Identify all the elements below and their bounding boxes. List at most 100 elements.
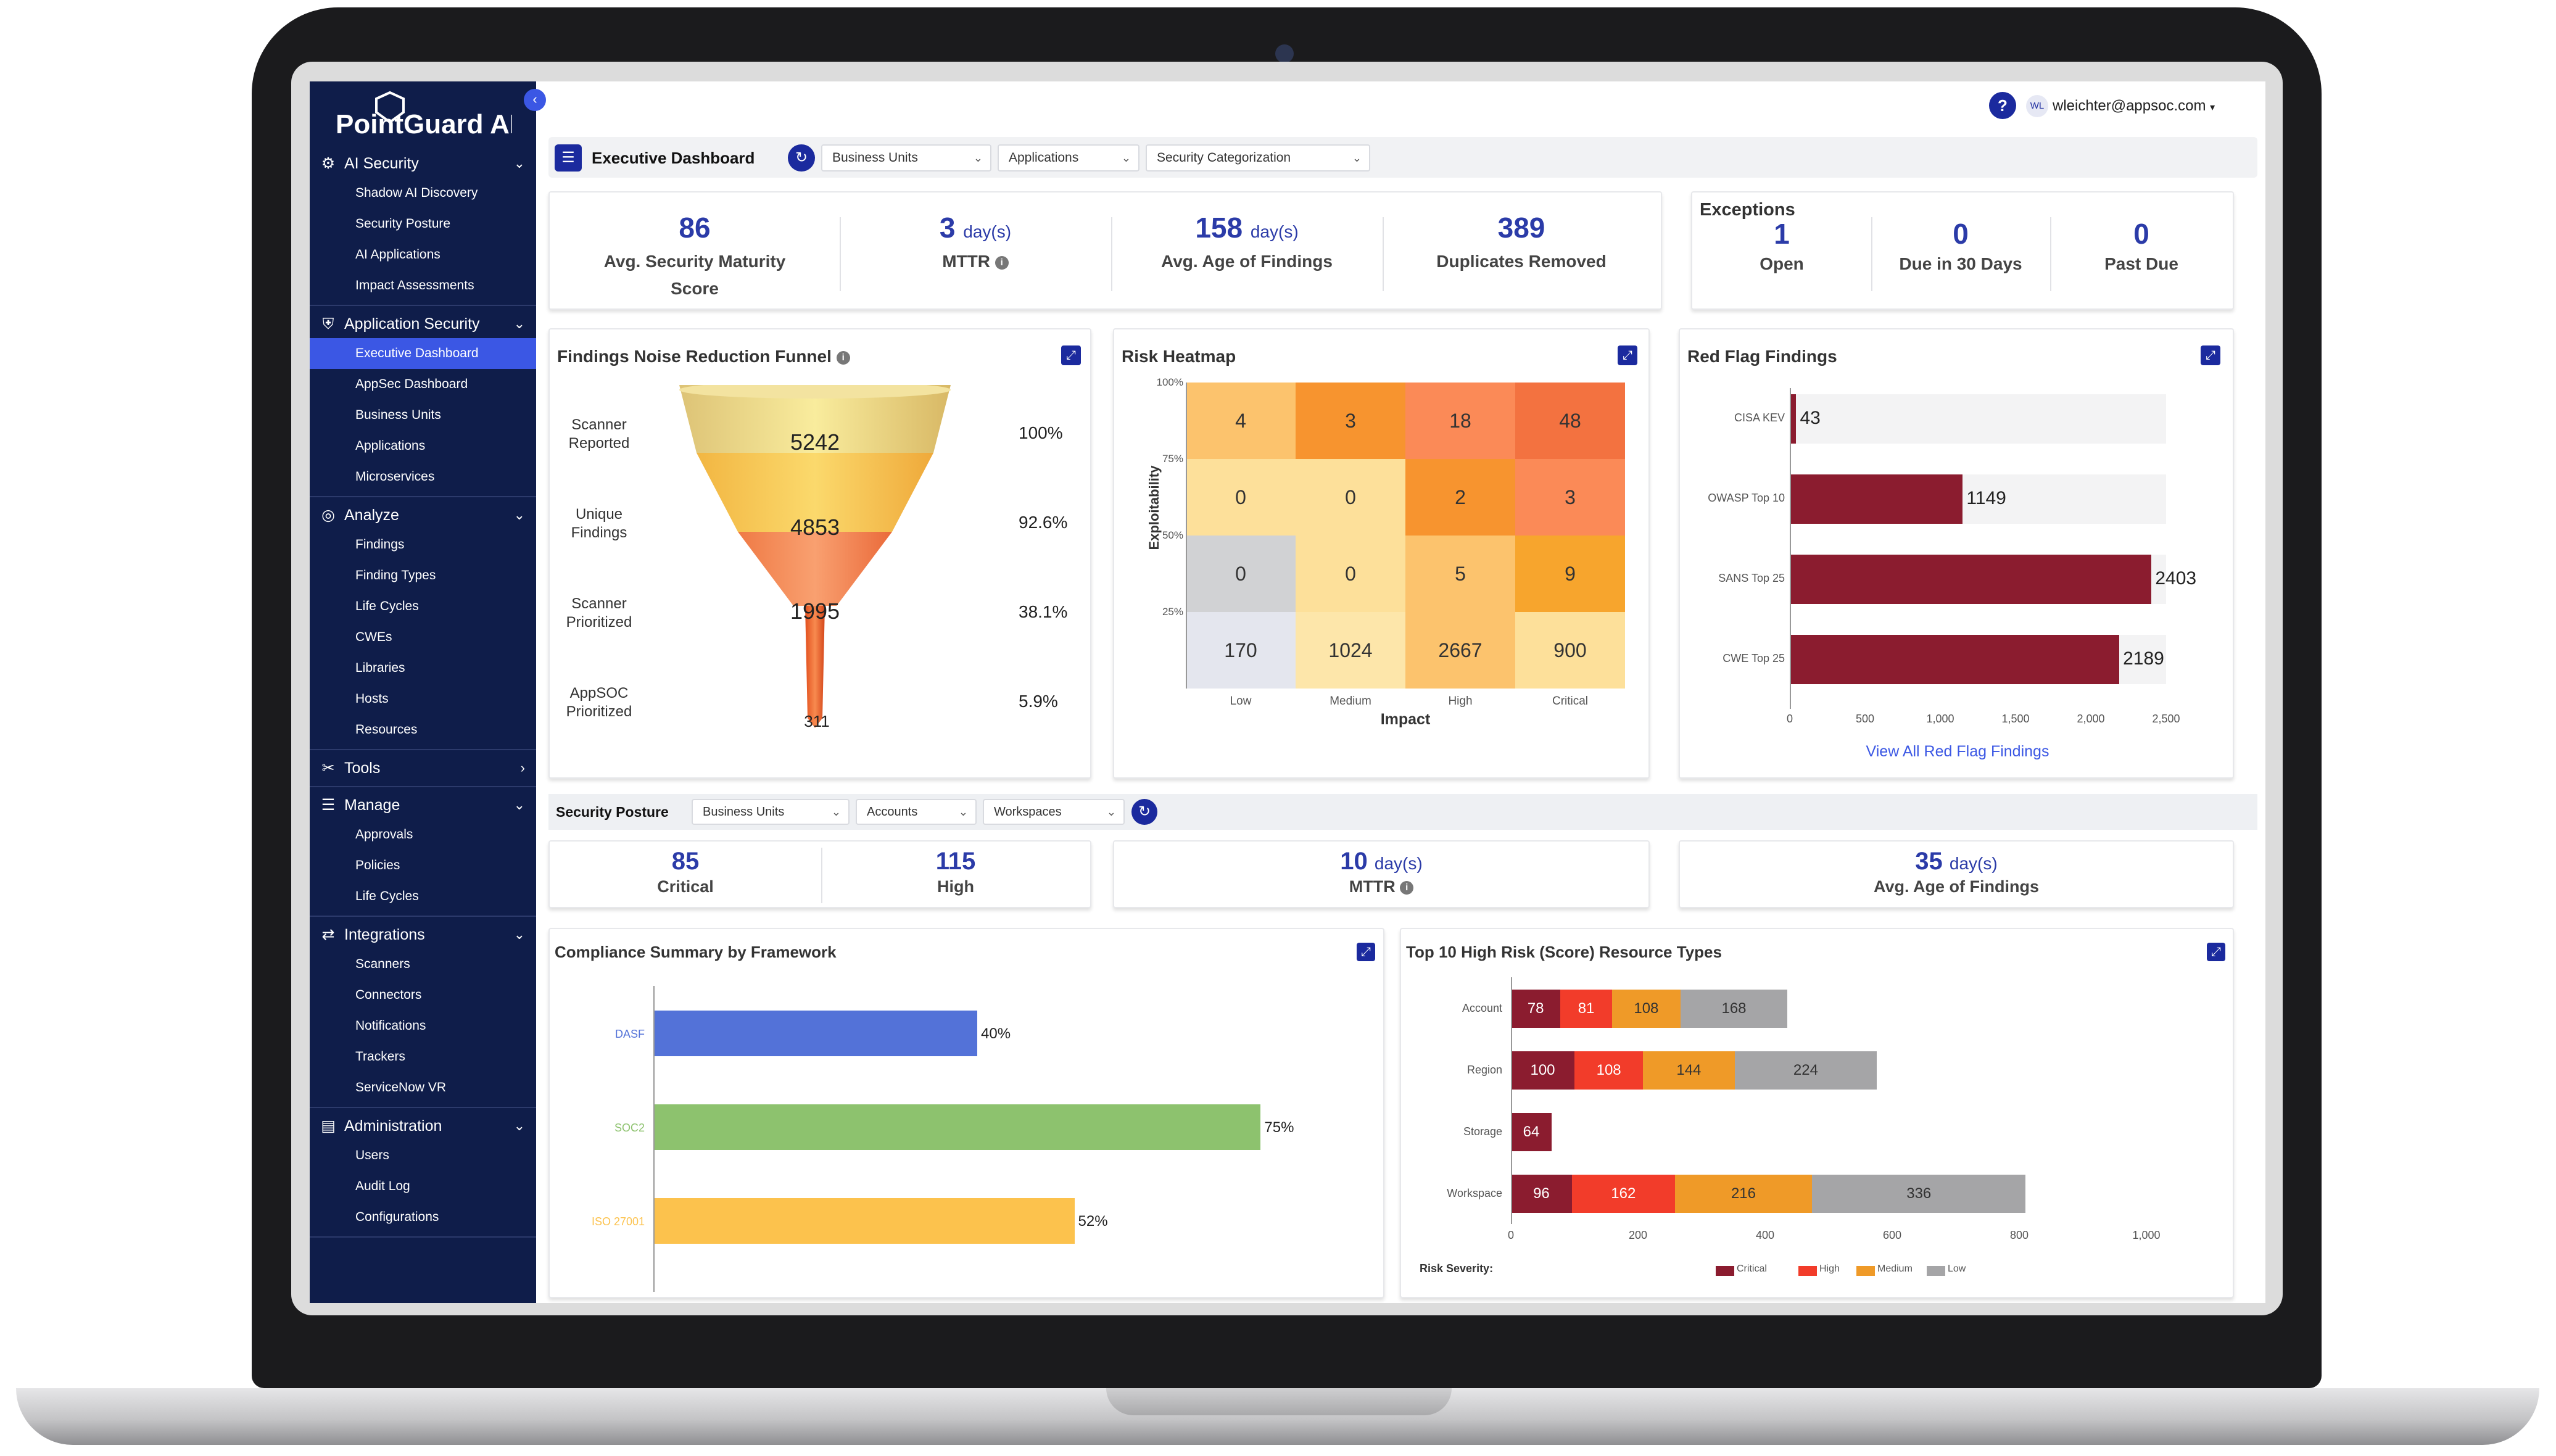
stacked-segment-high[interactable]: 162	[1571, 1175, 1675, 1213]
sidebar-item-servicenow-vr[interactable]: ServiceNow VR	[355, 1080, 447, 1094]
expand-icon[interactable]: ⤢	[1618, 345, 1637, 365]
red-flag-bar[interactable]	[1790, 635, 2120, 684]
sidebar-item-notifications[interactable]: Notifications	[355, 1019, 426, 1033]
exceptions-past-due[interactable]: 0 Past Due	[2104, 218, 2178, 273]
sidebar-item-impact-assessments[interactable]: Impact Assessments	[355, 278, 474, 292]
sidebar-item-business-units[interactable]: Business Units	[355, 408, 441, 422]
red-flag-bar[interactable]	[1790, 555, 2152, 604]
sidebar-item-security-posture[interactable]: Security Posture	[355, 217, 451, 231]
sidebar-section-header[interactable]: ▤ Administration ⌄	[310, 1112, 536, 1140]
heatmap-cell[interactable]: 3	[1515, 459, 1625, 536]
sidebar-section-header[interactable]: ◎ Analyze ⌄	[310, 501, 536, 529]
sidebar-item-trackers[interactable]: Trackers	[355, 1049, 405, 1064]
chevron-right-icon: ›	[520, 760, 525, 776]
stacked-segment-low[interactable]: 168	[1681, 990, 1788, 1028]
heatmap-cell[interactable]: 2	[1405, 459, 1515, 536]
heatmap-cell[interactable]: 3	[1296, 383, 1405, 459]
compliance-bar[interactable]	[653, 1198, 1075, 1244]
expand-icon[interactable]: ⤢	[1061, 345, 1081, 365]
view-all-red-flag-link[interactable]: View All Red Flag Findings	[1866, 743, 2049, 760]
collapse-sidebar-button[interactable]: ‹	[524, 89, 546, 111]
exceptions-due-30[interactable]: 0 Due in 30 Days	[1899, 218, 2022, 273]
security-categorization-dropdown[interactable]: Security Categorization ⌄	[1146, 144, 1370, 172]
sidebar-item-libraries[interactable]: Libraries	[355, 661, 405, 675]
stacked-segment-medium[interactable]: 108	[1611, 990, 1681, 1028]
sidebar-item-approvals[interactable]: Approvals	[355, 827, 413, 842]
sidebar-item-shadow-ai-discovery[interactable]: Shadow AI Discovery	[355, 186, 478, 200]
sp-accounts-dropdown[interactable]: Accounts ⌄	[856, 799, 977, 825]
sidebar-item-life-cycles[interactable]: Life Cycles	[355, 599, 419, 613]
red-flag-bar[interactable]	[1790, 394, 1797, 444]
info-icon[interactable]: i	[995, 255, 1009, 270]
heatmap-cell[interactable]: 9	[1515, 536, 1625, 612]
sidebar-item-hosts[interactable]: Hosts	[355, 692, 389, 706]
heatmap-cell[interactable]: 48	[1515, 383, 1625, 459]
sidebar-item-finding-types[interactable]: Finding Types	[355, 568, 436, 582]
sidebar-item-cwes[interactable]: CWEs	[355, 630, 392, 644]
heatmap-cell[interactable]: 900	[1515, 612, 1625, 689]
stacked-segment-critical[interactable]: 64	[1511, 1113, 1552, 1151]
sidebar-section-header[interactable]: ☰ Manage ⌄	[310, 791, 536, 819]
sidebar-item-microservices[interactable]: Microservices	[355, 469, 435, 484]
expand-icon[interactable]: ⤢	[2207, 943, 2225, 961]
sp-workspaces-dropdown[interactable]: Workspaces ⌄	[983, 799, 1125, 825]
stacked-segment-high[interactable]: 108	[1574, 1051, 1644, 1090]
user-menu[interactable]: wleichter@appsoc.com ▾	[2053, 93, 2215, 122]
refresh-icon[interactable]: ↻	[1131, 799, 1157, 825]
expand-icon[interactable]: ⤢	[2201, 345, 2220, 365]
expand-icon[interactable]: ⤢	[1357, 943, 1375, 961]
heatmap-cell[interactable]: 170	[1186, 612, 1296, 689]
compliance-bar[interactable]	[653, 1104, 1261, 1150]
sidebar-item-executive-dashboard[interactable]: Executive Dashboard	[310, 338, 536, 369]
menu-icon[interactable]: ☰	[555, 144, 582, 172]
sidebar-item-ai-applications[interactable]: AI Applications	[355, 247, 440, 262]
refresh-icon[interactable]: ↻	[788, 144, 815, 172]
stacked-segment-critical[interactable]: 100	[1511, 1051, 1574, 1090]
stacked-segment-critical[interactable]: 96	[1511, 1175, 1572, 1213]
stacked-segment-high[interactable]: 81	[1560, 990, 1612, 1028]
heatmap-cell[interactable]: 4	[1186, 383, 1296, 459]
business-units-dropdown[interactable]: Business Units ⌄	[821, 144, 991, 172]
avatar[interactable]: WL	[2026, 95, 2048, 117]
sidebar-section-header[interactable]: ✂ Tools ›	[310, 754, 536, 782]
sidebar-item-resources[interactable]: Resources	[355, 722, 418, 737]
sidebar-section-header[interactable]: ⇄ Integrations ⌄	[310, 920, 536, 949]
heatmap-cell[interactable]: 18	[1405, 383, 1515, 459]
stacked-segment-medium[interactable]: 216	[1674, 1175, 1813, 1213]
sidebar-item-scanners[interactable]: Scanners	[355, 957, 410, 971]
heatmap-cell[interactable]: 0	[1186, 536, 1296, 612]
applications-dropdown[interactable]: Applications ⌄	[998, 144, 1139, 172]
heatmap-cell[interactable]: 5	[1405, 536, 1515, 612]
red-flag-x-tick: 500	[1855, 713, 1875, 725]
sidebar-item-audit-log[interactable]: Audit Log	[355, 1179, 410, 1193]
sidebar-item-policies[interactable]: Policies	[355, 858, 400, 872]
heatmap-cell[interactable]: 0	[1296, 536, 1405, 612]
sp-business-units-dropdown[interactable]: Business Units ⌄	[692, 799, 850, 825]
stacked-segment-medium[interactable]: 144	[1643, 1051, 1735, 1090]
help-icon[interactable]: ?	[1989, 92, 2016, 119]
stacked-segment-critical[interactable]: 78	[1511, 990, 1561, 1028]
sidebar-item-connectors[interactable]: Connectors	[355, 988, 422, 1002]
info-icon[interactable]: i	[1400, 880, 1414, 895]
chevron-down-icon: ⌄	[1352, 152, 1362, 164]
heatmap-cell[interactable]: 0	[1296, 459, 1405, 536]
sidebar-item-configurations[interactable]: Configurations	[355, 1210, 439, 1224]
stacked-segment-low[interactable]: 336	[1812, 1175, 2026, 1213]
sidebar-item-findings[interactable]: Findings	[355, 537, 405, 552]
sidebar-section-header[interactable]: ⛨ Application Security ⌄	[310, 310, 536, 338]
sidebar-item-appsec-dashboard[interactable]: AppSec Dashboard	[355, 377, 468, 391]
sidebar-section-header[interactable]: ⚙ AI Security ⌄	[310, 149, 536, 178]
exceptions-open[interactable]: 1 Open	[1760, 218, 1804, 273]
sidebar-item-applications[interactable]: Applications	[355, 439, 426, 453]
kpi-value: 3	[939, 212, 956, 244]
red-flag-bar[interactable]	[1790, 474, 1963, 524]
sidebar-item-life-cycles[interactable]: Life Cycles	[355, 889, 419, 903]
funnel-chart	[679, 385, 951, 728]
heatmap-cell[interactable]: 1024	[1296, 612, 1405, 689]
heatmap-cell[interactable]: 2667	[1405, 612, 1515, 689]
compliance-bar[interactable]	[653, 1011, 977, 1056]
info-icon[interactable]: i	[836, 350, 850, 365]
sidebar-item-users[interactable]: Users	[355, 1148, 389, 1162]
heatmap-cell[interactable]: 0	[1186, 459, 1296, 536]
stacked-segment-low[interactable]: 224	[1734, 1051, 1877, 1090]
